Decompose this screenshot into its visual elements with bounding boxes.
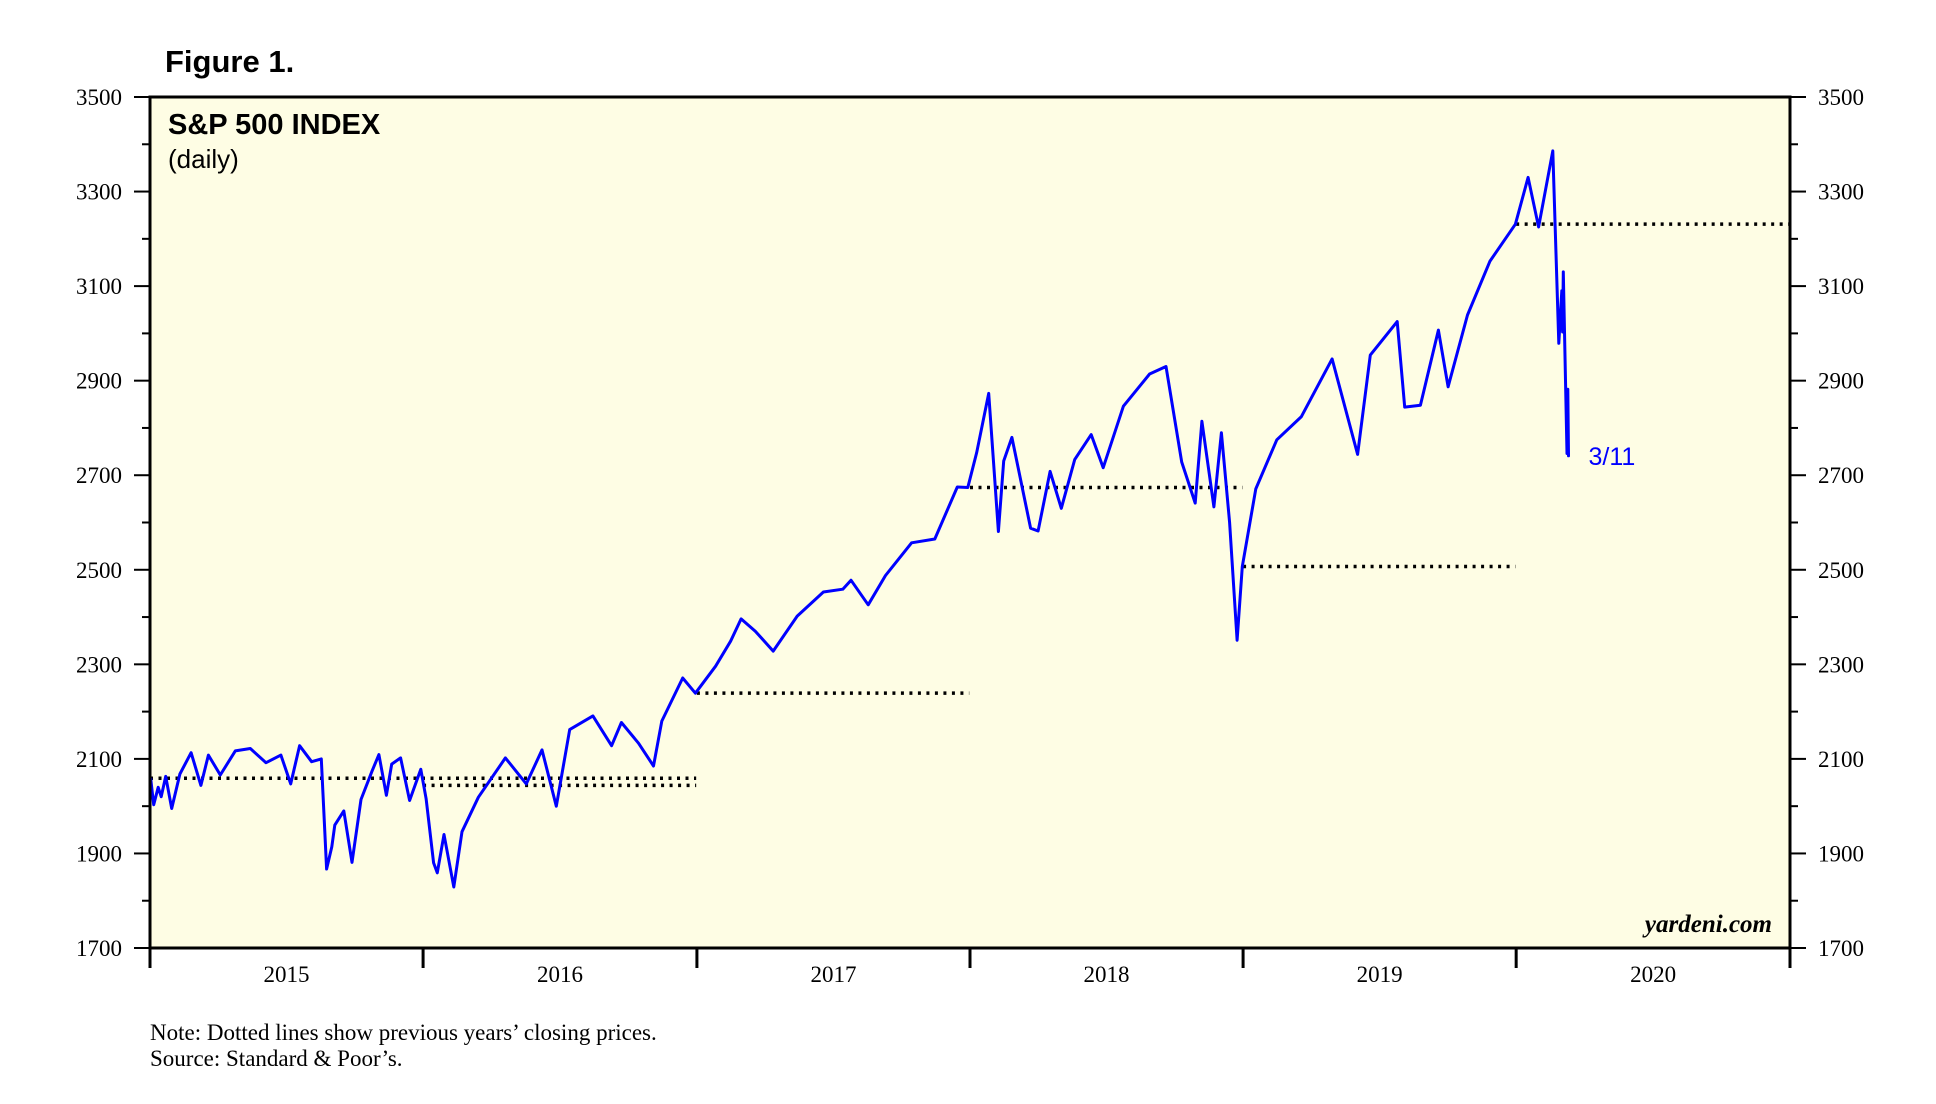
y-tick-label-left: 3300	[76, 180, 122, 205]
plot-area	[150, 97, 1790, 948]
chart-subtitle: (daily)	[168, 144, 239, 174]
x-tick-label: 2017	[810, 962, 856, 987]
y-tick-label-right: 2500	[1818, 558, 1864, 583]
y-tick-label-right: 1900	[1818, 841, 1864, 866]
y-tick-label-right: 3100	[1818, 274, 1864, 299]
y-tick-label-right: 1700	[1818, 936, 1864, 961]
y-tick-label-right: 2900	[1818, 369, 1864, 394]
watermark: yardeni.com	[1642, 911, 1772, 938]
x-tick-label: 2016	[537, 962, 583, 987]
y-tick-label-left: 2700	[76, 463, 122, 488]
y-tick-label-left: 1900	[76, 841, 122, 866]
note-text: Note: Dotted lines show previous years’ …	[150, 1020, 657, 1045]
y-tick-label-left: 2300	[76, 652, 122, 677]
y-tick-label-left: 3100	[76, 274, 122, 299]
sp500-chart: 1700 1700 1900 1900 2100 2100 2300 2300 2500 2500…	[76, 85, 1864, 987]
y-tick-label-right: 2100	[1818, 747, 1864, 772]
x-tick-label: 2018	[1084, 962, 1130, 987]
x-tick-label: 2020	[1630, 962, 1676, 987]
y-tick-label-left: 3500	[76, 85, 122, 110]
y-tick-label-left: 2900	[76, 369, 122, 394]
y-tick-label-right: 3300	[1818, 180, 1864, 205]
end-date-annotation: 3/11	[1589, 443, 1636, 471]
y-tick-label-right: 2700	[1818, 463, 1864, 488]
y-tick-label-left: 2100	[76, 747, 122, 772]
y-tick-label-right: 2300	[1818, 652, 1864, 677]
x-tick-label: 2019	[1357, 962, 1403, 987]
figure-label: Figure 1.	[165, 44, 295, 79]
chart-notes: Note: Dotted lines show previous years’ …	[150, 1020, 657, 1072]
y-tick-label-right: 3500	[1818, 85, 1864, 110]
source-text: Source: Standard & Poor’s.	[150, 1046, 403, 1071]
x-tick-label: 2015	[264, 962, 310, 987]
series-line	[149, 149, 1570, 889]
y-tick-label-left: 2500	[76, 558, 122, 583]
y-tick-label-left: 1700	[76, 936, 122, 961]
chart-title: S&P 500 INDEX	[168, 109, 381, 141]
